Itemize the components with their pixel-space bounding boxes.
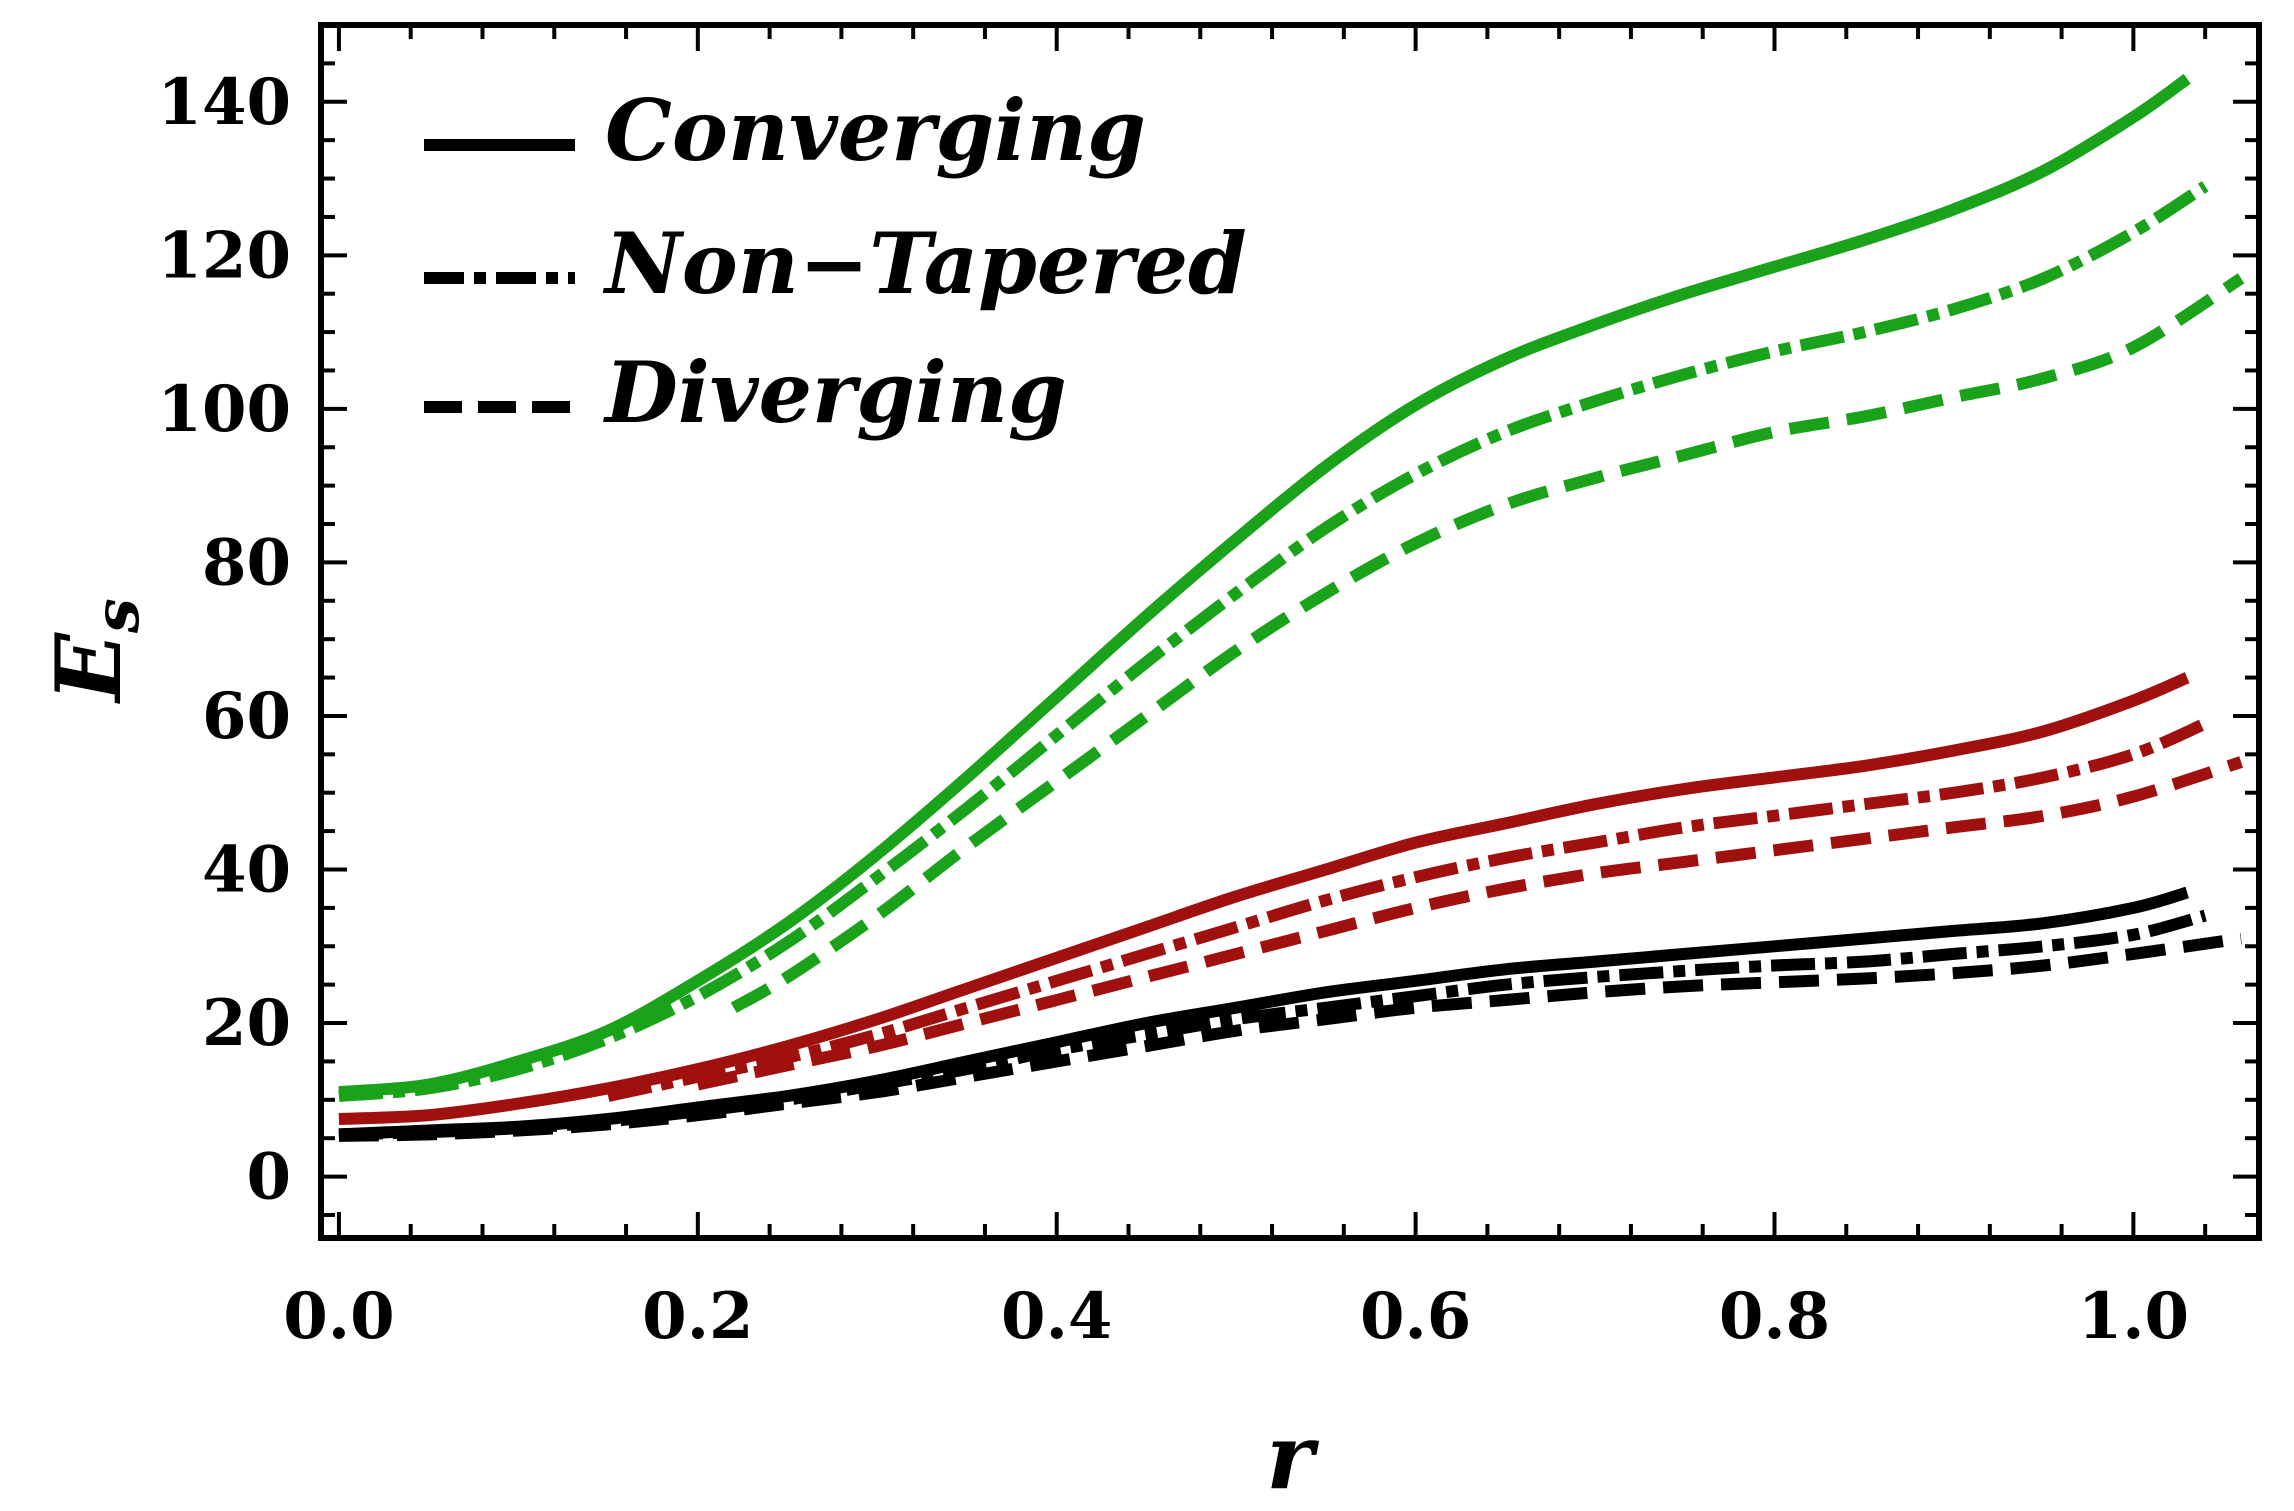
tick-labels: 0.0 0.2 0.4 0.6 0.8 1.0 0 20 40 60 80 100 120 140 <box>157 65 2189 1354</box>
y-tick-label: 100 <box>157 372 291 447</box>
series-line-diverging-red <box>696 756 2243 1091</box>
series-layer <box>338 73 2245 1142</box>
y-tick-label: 0 <box>246 1140 291 1215</box>
series-line-non-tapered-red <box>606 718 2208 1102</box>
series-line-converging-green <box>338 73 2191 1099</box>
y-axis-label-subscript: s <box>80 598 153 634</box>
x-axis-label: r <box>1266 1404 1319 1510</box>
x-tick-label: 0.4 <box>1001 1279 1112 1354</box>
y-tick-label: 40 <box>202 832 291 907</box>
series-line-converging-red <box>338 672 2190 1125</box>
x-tick-label: 0.6 <box>1360 1279 1471 1354</box>
svg-text:Es: Es <box>36 598 153 705</box>
y-axis-label-group: Es <box>36 598 153 705</box>
plot-frame <box>318 22 2262 1241</box>
y-tick-label: 20 <box>202 986 291 1061</box>
series-line-non-tapered-green <box>338 181 2209 1102</box>
y-tick-label: 80 <box>202 525 291 600</box>
y-tick-label: 140 <box>157 65 291 140</box>
y-axis-label: E <box>36 632 142 705</box>
x-tick-label: 0.0 <box>283 1279 394 1354</box>
x-tick-label: 1.0 <box>2078 1279 2189 1354</box>
y-tick-label: 120 <box>157 218 291 293</box>
y-tick-label: 60 <box>202 679 291 754</box>
x-tick-label: 0.2 <box>642 1279 753 1354</box>
legend-label-non-tapered: Non−Tapered <box>602 214 1247 313</box>
x-tick-label: 0.8 <box>1719 1279 1830 1354</box>
legend: Converging Non−Tapered Diverging <box>424 81 1247 442</box>
legend-label-converging: Converging <box>605 81 1146 180</box>
series-line-diverging-green <box>730 273 2245 1013</box>
legend-label-diverging: Diverging <box>603 343 1067 442</box>
series-line-diverging-black <box>338 932 2242 1142</box>
